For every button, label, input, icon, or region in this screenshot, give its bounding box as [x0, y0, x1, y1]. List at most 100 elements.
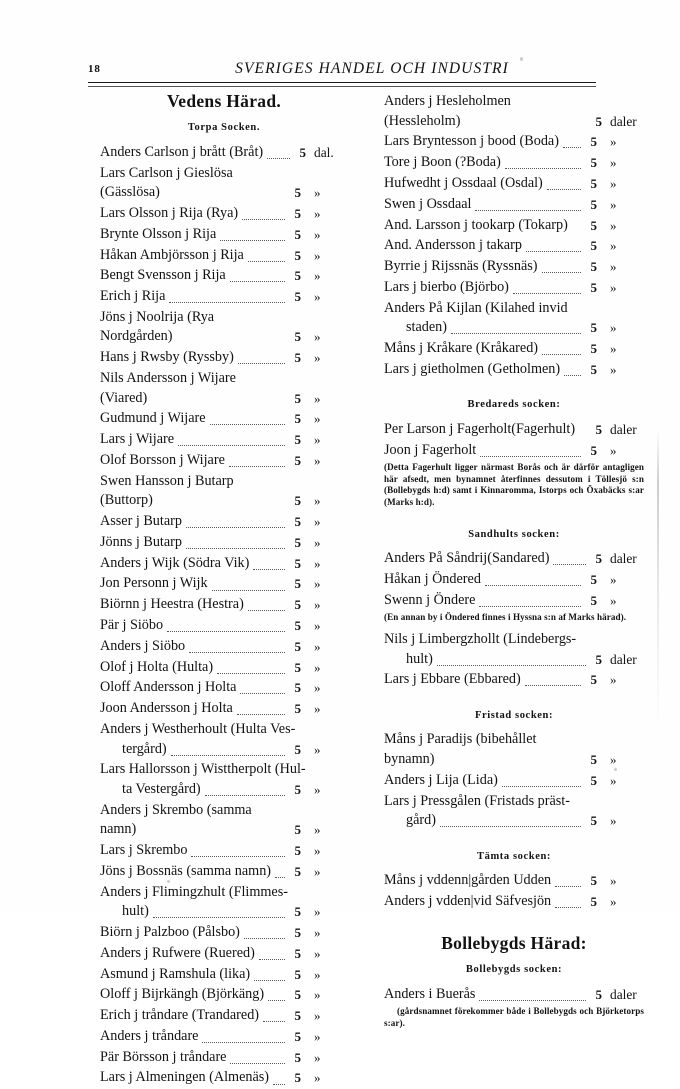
dot-leader: [555, 907, 581, 909]
dot-leader: [479, 605, 581, 607]
dot-leader: [229, 281, 285, 283]
entry-name: Bengt Svensson j Rija: [100, 267, 226, 284]
entry-unit-ditto: »: [314, 597, 321, 613]
entry-list-torpa: Anders Carlson j brått (Bråt) 5 dal. Lars C…: [100, 143, 348, 1088]
entry-name: Oloff j Bijrkängh (Björkäng): [100, 986, 265, 1003]
entry-name: Hufwedht j Ossdaal (Osdal): [384, 174, 543, 191]
entry-name-tail: tergård): [122, 740, 167, 757]
dot-leader: [169, 302, 285, 304]
entry-name-tail: ta Vestergård): [122, 780, 201, 797]
scan-speck: [167, 880, 170, 883]
entry-name-tail: gård): [406, 812, 436, 829]
entry-row: Lars Olsson j Rija (Rya) 5 »: [100, 204, 348, 224]
entry-name-continuation: ta Vestergård) 5 »: [100, 780, 348, 800]
dot-leader: [191, 856, 285, 858]
entry-amount: 5: [595, 421, 603, 437]
dot-leader: [185, 547, 285, 549]
entry-row: Anders j Wijk (Södra Vik) 5 »: [100, 554, 348, 574]
entry-name: Lars Bryntesson j bood (Boda): [384, 133, 559, 150]
entry-amount: 5: [590, 238, 598, 254]
entry-unit-ditto: »: [610, 341, 617, 356]
entry-row: Jon Personn j Wijk 5 »: [100, 574, 348, 594]
entry-unit-ditto: »: [314, 247, 321, 263]
dot-leader: [546, 189, 581, 191]
entry-amount: 5: [294, 1049, 302, 1065]
entry-amount: 5: [590, 442, 598, 458]
dot-leader: [436, 664, 586, 666]
entry-amount: 5: [294, 781, 302, 797]
entry-name: Jöns j Noolrija (Rya Nordgården): [100, 308, 218, 345]
entry-unit-ditto: »: [314, 185, 321, 201]
entry-row: Jönns j Butarp 5 »: [100, 533, 348, 553]
entry-amount: 5: [590, 361, 598, 377]
dot-leader: [242, 219, 285, 221]
entry-row: Lars j Wijare 5 »: [100, 430, 348, 450]
entry-list-fristad: Måns j Paradijs (bibehållet bynamn) 5» And…: [384, 730, 644, 830]
entry-unit-ditto: »: [314, 514, 321, 530]
entry-list-tamta: Måns j vddenn|gården Udden 5» Anders j vdd…: [384, 871, 644, 911]
note-bredareds: (Detta Fagerhult ligger närmast Borås oc…: [384, 462, 644, 508]
entry-unit-ditto: »: [314, 924, 321, 940]
entry-row: Bengt Svensson j Rija 5 »: [100, 266, 348, 286]
entry-name: Joon Andersson j Holta: [100, 700, 233, 717]
entry-row: Anders j Flimingzhult (Flimmes-hult) 5 »: [100, 883, 348, 922]
entry-amount: 5: [590, 155, 598, 171]
entry-amount: 5: [294, 576, 302, 592]
entry-unit-ditto: »: [314, 904, 321, 920]
running-title: SVERIGES HANDEL OCH INDUSTRI: [235, 60, 509, 77]
dot-leader: [211, 589, 285, 591]
entry-unit-ditto: »: [314, 741, 321, 757]
dot-leader: [553, 564, 586, 566]
dot-leader: [525, 251, 581, 253]
dot-leader: [236, 714, 285, 716]
entry-amount: 5: [294, 987, 302, 1003]
entry-list-bollebygds: Anders i Buerås 5 daler: [384, 985, 644, 1005]
entry-amount: 5: [595, 113, 603, 129]
entry-row: Erich j tråndare (Trandared) 5 »: [100, 1006, 348, 1026]
entry-row: Asmund j Ramshula (lika) 5 »: [100, 965, 348, 985]
entry-row: Lars Carlson j Gieslösa (Gässlösa) 5 »: [100, 164, 348, 203]
entry-name: Anders j Wijk (Södra Vik): [100, 554, 250, 571]
entry-row: Oloff j Bijrkängh (Björkäng) 5 »: [100, 985, 348, 1005]
dot-leader: [152, 917, 285, 919]
dot-leader: [504, 168, 581, 170]
entry-name: Anders På Såndrij(Sandared): [384, 550, 550, 567]
entry-unit-ditto: »: [610, 592, 617, 608]
entry-name-tail: hult): [406, 650, 433, 667]
entry-amount: 5: [294, 205, 302, 221]
dot-leader: [230, 1062, 285, 1064]
entry-amount: 5: [294, 432, 302, 448]
harad-heading-vedens: Vedens Härad.: [166, 91, 282, 111]
entry-unit-ditto: »: [314, 1049, 321, 1065]
entry-name: Måns j Kråkare (Kråkared): [384, 340, 539, 356]
entry-amount: 5: [299, 144, 307, 160]
entry-amount: 5: [294, 863, 302, 879]
entry-amount: 5: [294, 452, 302, 468]
entry-row: Olof j Holta (Hulta) 5 »: [100, 658, 348, 678]
entry-name: Måns j Paradijs (bibehållet bynamn): [384, 731, 541, 768]
entry-name: Jon Personn j Wijk: [100, 575, 208, 592]
page-sheet: 18 SVERIGES HANDEL OCH INDUSTRI Vedens H…: [88, 57, 659, 1086]
note-sandhults: (En annan by i Öndered finnes i Hyssna s…: [384, 612, 627, 623]
entry-unit: dal.: [314, 144, 334, 160]
entry-amount: 5: [294, 514, 302, 530]
entry-name: Anders j Skrembo (samma namn): [100, 801, 256, 838]
entry-unit-ditto: »: [610, 259, 617, 275]
entry-amount: 5: [595, 986, 603, 1002]
entry-row: Swenn j Öndere 5 »: [384, 591, 644, 611]
socken-heading-bollebygds: Bollebygds socken:: [465, 964, 563, 975]
entry-amount: 5: [294, 390, 302, 406]
dot-leader: [501, 785, 581, 787]
entry-amount: 5: [294, 701, 302, 717]
entry-unit-ditto: »: [314, 452, 321, 468]
entry-list-sandhults-2: Nils j Limbergzhollt (Lindebergs-hult) 5 d…: [384, 630, 644, 690]
entry-unit: daler: [610, 651, 637, 667]
entry-name: Anders j Siöbo: [100, 637, 186, 654]
entry-row: Hans j Rwsby (Ryssby) 5 »: [100, 348, 348, 368]
entry-unit-ditto: »: [610, 361, 617, 377]
dot-leader: [247, 260, 285, 262]
entry-row: Asser j Butarp 5 »: [100, 512, 348, 532]
entry-amount: 5: [590, 572, 598, 587]
entry-amount: 5: [294, 411, 302, 427]
entry-name: Lars j Pressgålen (Fristads präst-: [384, 792, 570, 809]
